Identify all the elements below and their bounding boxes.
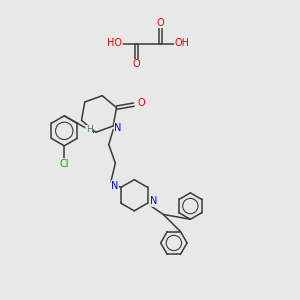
Text: H: H	[86, 125, 92, 134]
Text: O: O	[133, 59, 140, 70]
Text: N: N	[114, 123, 122, 133]
Text: Cl: Cl	[59, 159, 69, 169]
Text: HO: HO	[107, 38, 122, 49]
Text: O: O	[157, 17, 164, 28]
Text: O: O	[137, 98, 145, 108]
Text: OH: OH	[175, 38, 190, 49]
Text: N: N	[150, 196, 158, 206]
Text: N: N	[111, 181, 118, 191]
